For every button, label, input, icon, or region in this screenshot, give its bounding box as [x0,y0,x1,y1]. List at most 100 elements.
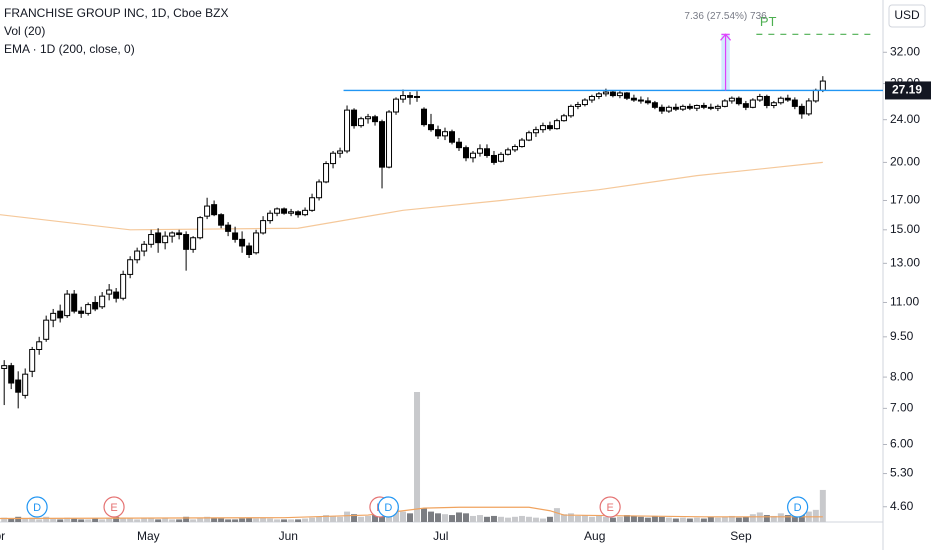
volume-bar [288,519,295,522]
candle-body [246,245,253,255]
candle-body [462,147,469,159]
candle-body [693,104,700,109]
volume-bar [700,518,707,522]
volume-bar [637,516,644,522]
candle-body [791,99,798,107]
volume-bar [225,519,232,522]
candle-body [57,310,64,319]
volume-bar [351,514,358,522]
volume-bar [239,518,246,522]
candle-body [134,250,141,261]
event-label: E [606,502,613,514]
candle-body [630,97,637,101]
volume-bar [560,514,567,522]
currency-button[interactable] [888,4,926,28]
x-tick-label: Sep [730,529,752,543]
volume-bar [365,515,372,522]
volume-bar [623,515,630,522]
volume-bar [819,489,826,522]
volume-bar [36,519,43,522]
candle-body [337,150,344,154]
candle-body [260,220,267,234]
candle-body [204,205,211,217]
volume-bar [176,519,183,522]
x-tick-label: Apr [0,529,5,543]
y-tick-label: 4.60 [890,499,914,513]
volume-bar [553,508,560,522]
volume-bar [183,516,190,522]
volume-bar [316,516,323,522]
candle-body [455,141,462,149]
event-marker[interactable] [103,496,125,518]
event-marker[interactable] [377,496,399,518]
volume-bar [595,515,602,522]
indicator-label: Vol (20) [4,24,45,38]
candle-body [106,289,113,295]
candle-body [183,234,190,250]
candle-body [637,99,644,102]
volume-bar [92,518,99,522]
candle-body [78,310,85,314]
volume-bar [539,518,546,522]
volume-bar [337,516,344,522]
candle-body [267,212,274,222]
y-tick-label: 17.00 [890,193,920,207]
candle-body [113,291,120,299]
candle-body [428,124,435,131]
event-marker[interactable] [787,496,809,518]
volume-bar [162,518,169,522]
candle-body [372,116,379,123]
candle-body [672,106,679,110]
candle-body [623,92,630,99]
candle-body [588,95,595,101]
volume-bar [8,518,15,522]
event-marker[interactable] [26,496,48,518]
volume-bar [85,519,92,522]
candle-body [819,80,826,91]
event-marker[interactable] [599,496,621,518]
candle-body [414,95,421,98]
candle-body [386,111,393,168]
candle-body [295,211,302,216]
candle-body [288,211,295,214]
volume-bar [309,517,316,522]
candle-body [141,243,148,252]
candle-body [36,341,43,350]
indicator-label: EMA · 1D (200, close, 0) [4,42,135,56]
volume-bar [281,519,288,522]
volume-bar [483,516,490,522]
volume-bar [504,517,511,522]
candle-body [176,232,183,236]
y-tick-label: 9.50 [890,329,914,343]
volume-bar [721,516,728,522]
y-tick-label: 11.00 [890,295,919,309]
y-tick-label: 7.00 [890,401,914,415]
candle-body [742,103,749,108]
y-tick-label: 15.00 [890,222,920,236]
candle-body [120,273,127,299]
volume-bar [127,518,134,522]
volume-bar [358,516,365,522]
currency[interactable]: USD [894,8,920,22]
volume-bar [134,519,141,522]
volume-bar [532,517,539,522]
y-tick-label: 32.00 [890,44,920,58]
y-tick-label: 24.00 [890,112,920,126]
volume-bar [393,509,400,522]
candle-body [232,232,239,240]
volume-bar [714,517,721,522]
volume-bar [78,519,85,522]
volume-bar [148,517,155,522]
x-axis: Apr May Jun Jul Aug Sep [0,529,752,543]
volume-bar [441,514,448,522]
candle-body [379,121,386,168]
candle-body [71,293,78,312]
volume-bar [218,518,225,522]
candle-body [15,379,22,393]
volume-bar [323,515,330,522]
candle-body [679,105,686,110]
volume-bar [665,517,672,522]
volume-bar [274,519,281,522]
candle-body [64,293,71,317]
volume-bar [658,516,665,522]
